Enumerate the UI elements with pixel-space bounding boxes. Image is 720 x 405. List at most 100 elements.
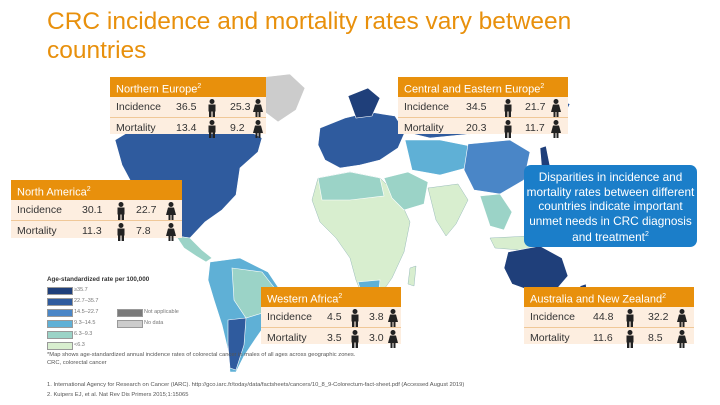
female-icon [677, 330, 687, 348]
male-icon [351, 309, 359, 327]
mortality-male-value: 3.5 [327, 332, 342, 344]
mortality-male-value: 11.3 [82, 225, 102, 237]
region-name: North America [17, 186, 87, 199]
mortality-male-value: 11.6 [593, 332, 613, 344]
map-southeast-asia [479, 193, 513, 231]
incidence-label: Incidence [404, 101, 449, 113]
incidence-female-value: 3.8 [369, 311, 384, 323]
card-central-eastern-europe: Central and Eastern Europe2 Incidence 34… [398, 77, 568, 138]
mortality-female-value: 9.2 [230, 122, 245, 134]
region-name: Western Africa [267, 293, 339, 306]
reference-2: 2. Kuipers EJ, et al. Nat Rev Dis Primer… [47, 392, 189, 398]
mortality-label: Mortality [267, 332, 307, 344]
male-icon [351, 330, 359, 348]
incidence-male-value: 34.5 [466, 101, 487, 113]
male-icon [626, 330, 634, 348]
male-icon [208, 99, 216, 117]
incidence-female-value: 25.3 [230, 101, 251, 113]
mortality-row: Mortality 11.6 8.5 [524, 327, 694, 348]
mortality-male-value: 13.4 [176, 122, 197, 134]
legend-swatch [47, 309, 73, 317]
incidence-row: Incidence 36.5 25.3 [110, 97, 266, 117]
mortality-row: Mortality 20.3 11.7 [398, 117, 568, 138]
mortality-row: Mortality 11.3 7.8 [11, 220, 182, 241]
map-middle-east [383, 171, 429, 211]
mortality-label: Mortality [404, 122, 444, 134]
incidence-label: Incidence [17, 204, 62, 216]
incidence-male-value: 30.1 [82, 204, 103, 216]
mortality-male-value: 20.3 [466, 122, 487, 134]
female-icon [551, 120, 561, 138]
footnote-abbrev: CRC, colorectal cancer [47, 360, 107, 366]
card-northern-europe: Northern Europe2 Incidence 36.5 25.3 Mor… [110, 77, 266, 138]
mortality-female-value: 7.8 [136, 225, 151, 237]
legend-label: 14.5–22.7 [74, 309, 99, 315]
callout-text: Disparities in incidence and mortality r… [526, 170, 695, 245]
map-india [427, 183, 469, 237]
map-china [463, 139, 531, 195]
male-icon [626, 309, 634, 327]
female-icon [388, 330, 398, 348]
mortality-female-value: 3.0 [369, 332, 384, 344]
map-central-asia [404, 139, 471, 176]
legend-title: Age-standardized rate per 100,000 [47, 276, 150, 283]
legend-swatch [117, 320, 143, 328]
incidence-male-value: 4.5 [327, 311, 342, 323]
legend-swatch [47, 298, 73, 306]
female-icon [677, 309, 687, 327]
incidence-row: Incidence 4.5 3.8 [261, 307, 401, 327]
region-name: Australia and New Zealand [530, 293, 663, 306]
ref-sup: 2 [662, 293, 666, 300]
mortality-row: Mortality 3.5 3.0 [261, 327, 401, 348]
legend-swatch [47, 331, 73, 339]
map-scandinavia [347, 87, 381, 119]
mortality-row: Mortality 13.4 9.2 [110, 117, 266, 138]
female-icon [551, 99, 561, 117]
female-icon [388, 309, 398, 327]
map-central-america [175, 235, 213, 263]
disparities-callout: Disparities in incidence and mortality r… [524, 165, 697, 247]
card-western-africa: Western Africa2 Incidence 4.5 3.8 Mortal… [261, 287, 401, 348]
card-north-america: North America2 Incidence 30.1 22.7 Morta… [11, 180, 182, 241]
incidence-male-value: 36.5 [176, 101, 197, 113]
incidence-row: Incidence 34.5 21.7 [398, 97, 568, 117]
male-icon [117, 223, 125, 241]
incidence-female-value: 22.7 [136, 204, 157, 216]
mortality-female-value: 11.7 [525, 122, 545, 134]
incidence-row: Incidence 30.1 22.7 [11, 200, 182, 220]
female-icon [253, 99, 263, 117]
incidence-label: Incidence [267, 311, 312, 323]
legend-swatch [47, 320, 73, 328]
ref-sup: 2 [86, 186, 91, 193]
card-header: North America2 [11, 180, 182, 200]
legend-label: Not applicable [144, 309, 179, 315]
ref-sup: 2 [197, 83, 202, 90]
legend-label: 6.3–9.3 [74, 331, 93, 337]
incidence-male-value: 44.8 [593, 311, 614, 323]
female-icon [253, 120, 263, 138]
reference-1: 1. International Agency for Research on … [47, 382, 465, 388]
incidence-label: Incidence [116, 101, 161, 113]
female-icon [166, 202, 176, 220]
footnote-star: *Map shows age-standardized annual incid… [47, 352, 356, 358]
map-argentina [227, 317, 247, 371]
card-header: Western Africa2 [261, 287, 401, 307]
legend-label: 22.7–35.7 [74, 298, 99, 304]
incidence-row: Incidence 44.8 32.2 [524, 307, 694, 327]
card-header: Northern Europe2 [110, 77, 266, 97]
ref-sup: 2 [540, 83, 545, 90]
slide-title: CRC incidence and mortality rates vary b… [47, 8, 572, 64]
ref-sup: 2 [338, 293, 343, 300]
mortality-label: Mortality [530, 332, 570, 344]
region-name: Central and Eastern Europe [404, 83, 541, 96]
male-icon [117, 202, 125, 220]
female-icon [166, 223, 176, 241]
legend-label: <6.3 [74, 342, 85, 348]
legend-swatch [117, 309, 143, 317]
male-icon [504, 120, 512, 138]
map-madagascar [407, 265, 417, 287]
card-header: Central and Eastern Europe2 [398, 77, 568, 97]
legend-swatch [47, 287, 73, 295]
card-australia-nz: Australia and New Zealand2 Incidence 44.… [524, 287, 694, 348]
legend-label: ≥35.7 [74, 287, 88, 293]
